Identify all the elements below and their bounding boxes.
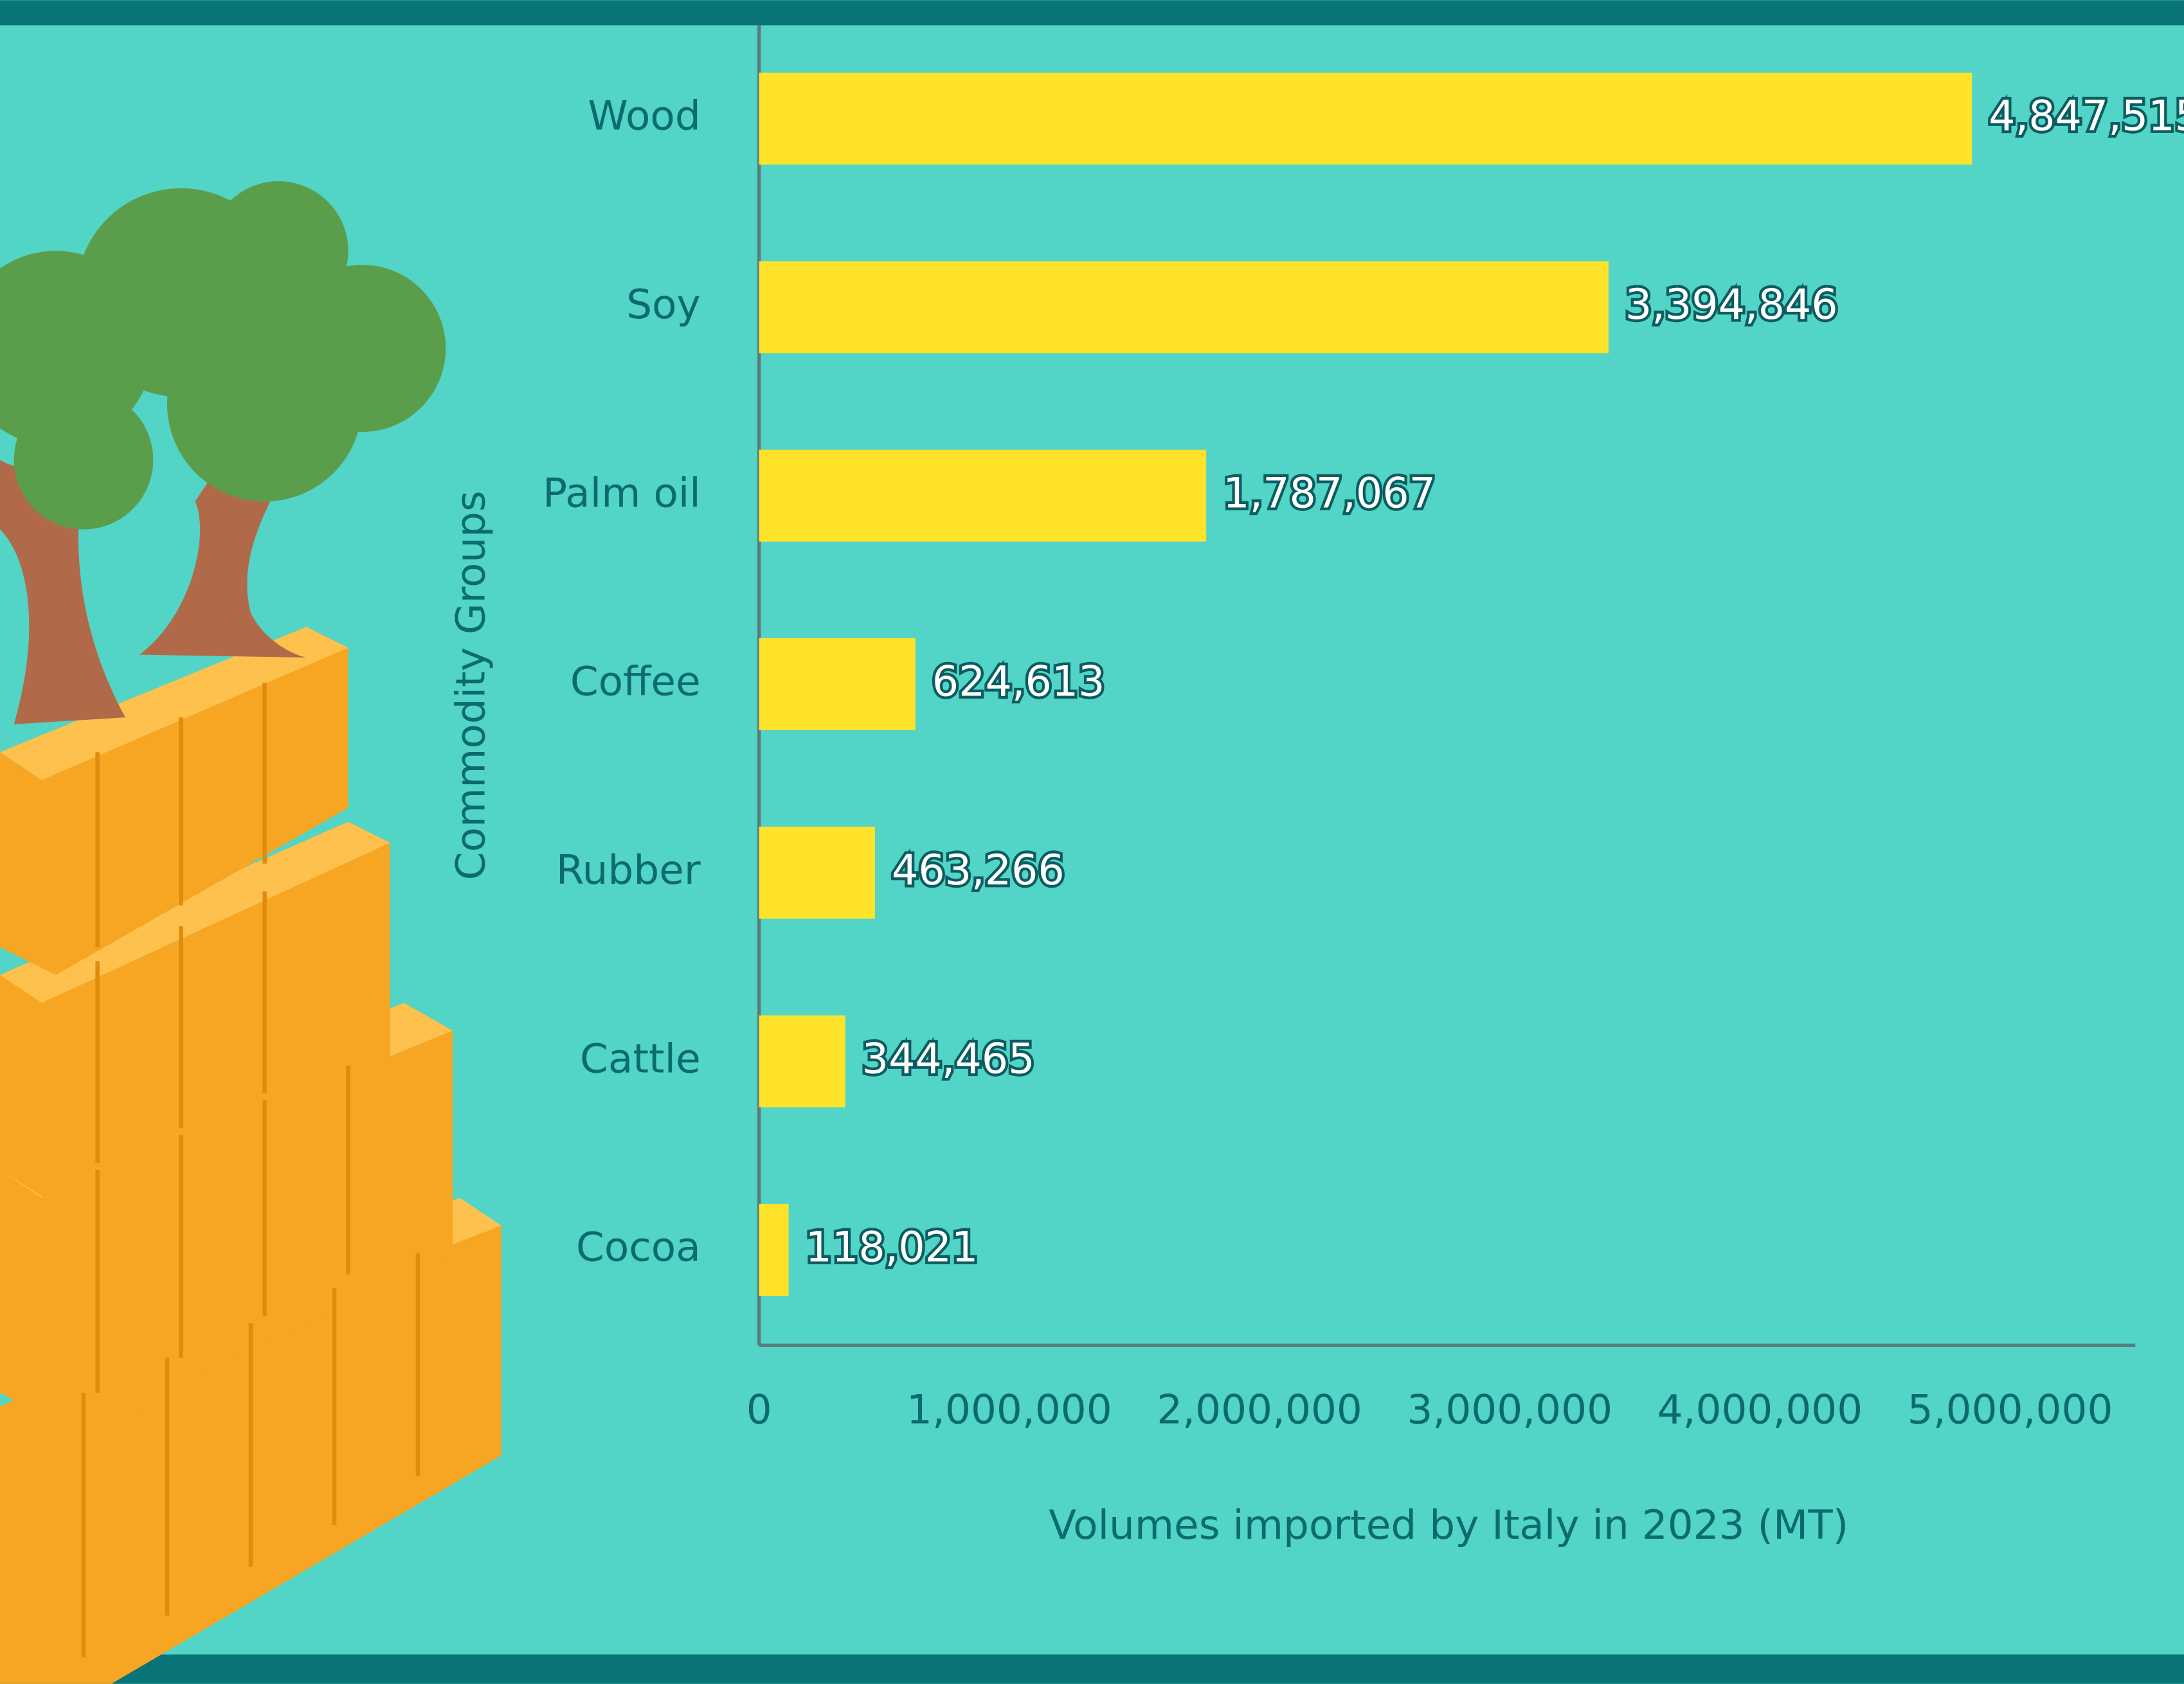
value-label: 118,021 [806,1224,979,1272]
illustration [0,181,501,1684]
top-band [0,0,2184,26]
bar [759,449,1207,542]
x-tick-label: 2,000,000 [1157,1386,1362,1433]
value-label: 4,847,515 [1989,93,2184,141]
value-label: 3,394,846 [1625,281,1838,329]
bar [759,827,876,919]
x-tick-label: 0 [746,1386,772,1433]
y-tick-label: Palm oil [543,469,700,516]
bar [759,261,1609,354]
y-tick-label: Wood [588,93,701,139]
y-tick-label: Cattle [580,1035,701,1082]
bar [759,73,1972,165]
x-tick-label: 3,000,000 [1407,1386,1612,1433]
y-tick-label: Soy [626,281,700,328]
bar [759,1204,789,1296]
bar [759,1015,845,1107]
y-tick-label: Coffee [570,658,701,705]
bottom-band [0,1654,2184,1684]
y-tick-label: Cocoa [576,1224,701,1271]
x-axis-title: Volumes imported by Italy in 2023 (MT) [1049,1501,1848,1548]
value-label: 624,613 [932,658,1105,706]
x-tick-label: 4,000,000 [1657,1386,1863,1433]
x-tick-label: 5,000,000 [1908,1386,2113,1433]
value-label: 463,266 [892,846,1065,895]
x-tick-label: 1,000,000 [907,1386,1112,1433]
value-label: 1,787,067 [1223,469,1436,517]
bar [759,638,916,731]
y-tick-label: Rubber [556,846,701,893]
value-label: 344,465 [862,1035,1035,1083]
y-axis-title: Commodity Groups [447,490,494,880]
